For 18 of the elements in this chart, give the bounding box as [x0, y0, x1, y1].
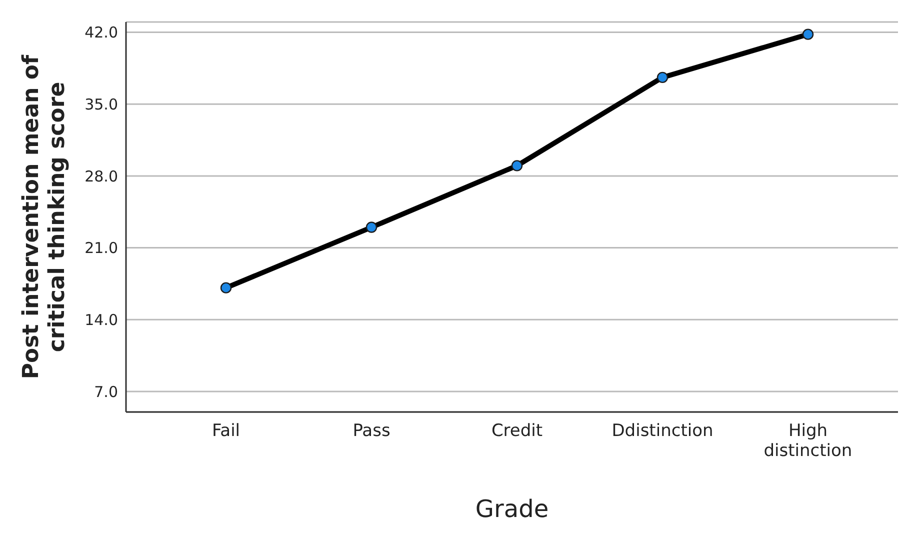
point — [511, 160, 523, 172]
y-tick-label: 21.0 — [84, 239, 118, 258]
y-tick-label: 7.0 — [94, 382, 118, 401]
x-tick-label: Ddistinction — [612, 421, 714, 441]
y-tick-label: 42.0 — [84, 24, 118, 42]
x-tick-label: High distinction — [764, 421, 852, 461]
y-tick-label: 14.0 — [84, 310, 118, 329]
y-tick-label: 35.0 — [84, 95, 118, 114]
point — [366, 222, 378, 233]
point — [656, 72, 668, 84]
x-tick-label: Credit — [491, 421, 543, 441]
point — [220, 282, 232, 294]
y-axis-title: Post intervention mean of critical thinking score — [19, 54, 70, 380]
x-tick-label: Pass — [352, 421, 390, 441]
x-tick-label: Fail — [212, 421, 240, 441]
point — [802, 28, 814, 40]
x-axis-title: Grade — [475, 495, 549, 523]
y-tick-label: 28.0 — [84, 167, 118, 186]
